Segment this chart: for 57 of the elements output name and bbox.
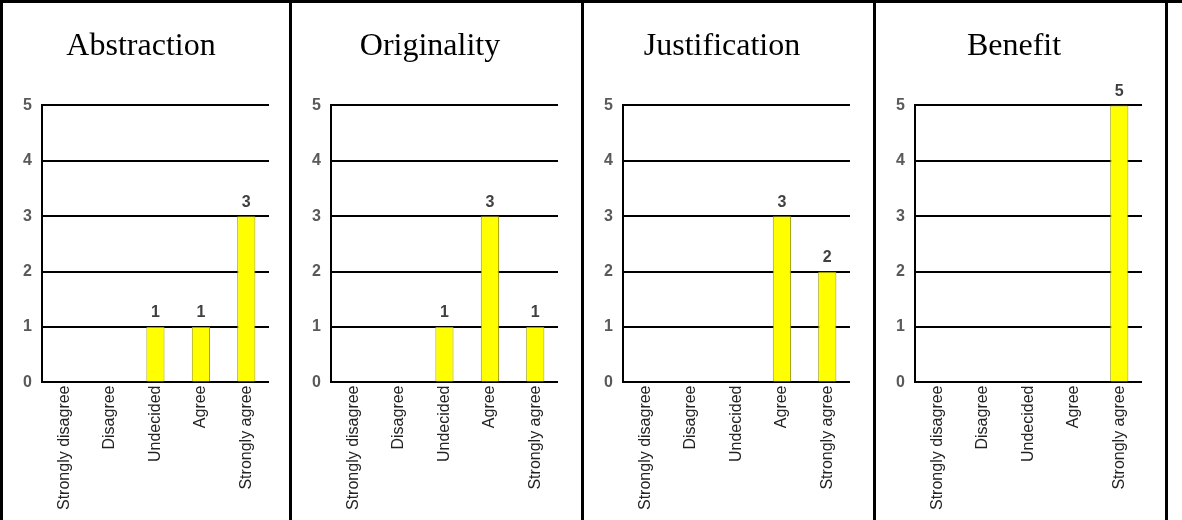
data-label: 3	[777, 192, 787, 210]
x-tick-label: Disagree	[973, 385, 991, 450]
y-tick-label: 1	[311, 317, 321, 335]
y-tick-label: 3	[22, 206, 32, 224]
x-tick-label: Strongly agree	[1109, 385, 1127, 490]
y-tick-label: 1	[603, 317, 613, 335]
data-label: 2	[822, 248, 832, 266]
x-tick-label: Undecided	[1018, 385, 1036, 462]
y-tick-label: 0	[603, 372, 613, 390]
x-tick-label: Agree	[480, 385, 498, 429]
data-label: 1	[196, 303, 206, 321]
y-tick-label: 2	[603, 262, 613, 280]
x-tick-label: Agree	[772, 385, 790, 429]
x-tick-label: Strongly agree	[236, 385, 254, 490]
x-tick-label: Agree	[1064, 385, 1082, 429]
x-tick-label: Disagree	[100, 385, 118, 450]
y-tick-label: 1	[895, 317, 905, 335]
x-tick-label: Undecided	[145, 385, 163, 462]
y-tick-label: 0	[22, 372, 32, 390]
y-tick-label: 4	[22, 151, 32, 169]
y-tick-label: 3	[311, 206, 321, 224]
y-tick-label: 4	[311, 151, 321, 169]
y-tick-label: 3	[603, 206, 613, 224]
data-label: 1	[440, 303, 449, 321]
x-tick-label: Strongly disagree	[344, 385, 362, 510]
y-tick-label: 5	[603, 95, 613, 113]
x-tick-label: Strongly disagree	[928, 385, 946, 510]
y-tick-label: 0	[311, 372, 321, 390]
y-tick-label: 4	[603, 151, 613, 169]
y-tick-label: 2	[311, 262, 321, 280]
x-tick-label: Disagree	[389, 385, 407, 450]
data-label: 5	[1114, 81, 1124, 99]
chart-title: Justification	[643, 25, 801, 62]
data-label: 3	[241, 192, 251, 210]
x-tick-label: Strongly agree	[817, 385, 835, 490]
x-tick-label: Undecided	[726, 385, 744, 462]
y-tick-label: 1	[22, 317, 32, 335]
chart-title: Abstraction	[66, 25, 216, 62]
chart-title: Benefit	[966, 25, 1062, 62]
data-label: 1	[151, 303, 160, 321]
x-tick-label: Strongly disagree	[636, 385, 654, 510]
data-label: 3	[485, 192, 495, 210]
y-tick-label: 2	[895, 262, 905, 280]
y-tick-label: 5	[22, 95, 32, 113]
y-tick-label: 3	[895, 206, 905, 224]
x-tick-label: Agree	[191, 385, 209, 429]
y-tick-label: 0	[895, 372, 905, 390]
y-tick-label: 4	[895, 151, 905, 169]
x-tick-label: Strongly disagree	[55, 385, 73, 510]
y-tick-label: 2	[22, 262, 32, 280]
chart-title: Originality	[359, 25, 501, 62]
x-tick-label: Strongly agree	[525, 385, 543, 490]
data-label: 1	[530, 303, 540, 321]
y-tick-label: 5	[895, 95, 905, 113]
y-tick-label: 5	[311, 95, 321, 113]
x-tick-label: Undecided	[434, 385, 452, 462]
x-tick-label: Disagree	[681, 385, 699, 450]
